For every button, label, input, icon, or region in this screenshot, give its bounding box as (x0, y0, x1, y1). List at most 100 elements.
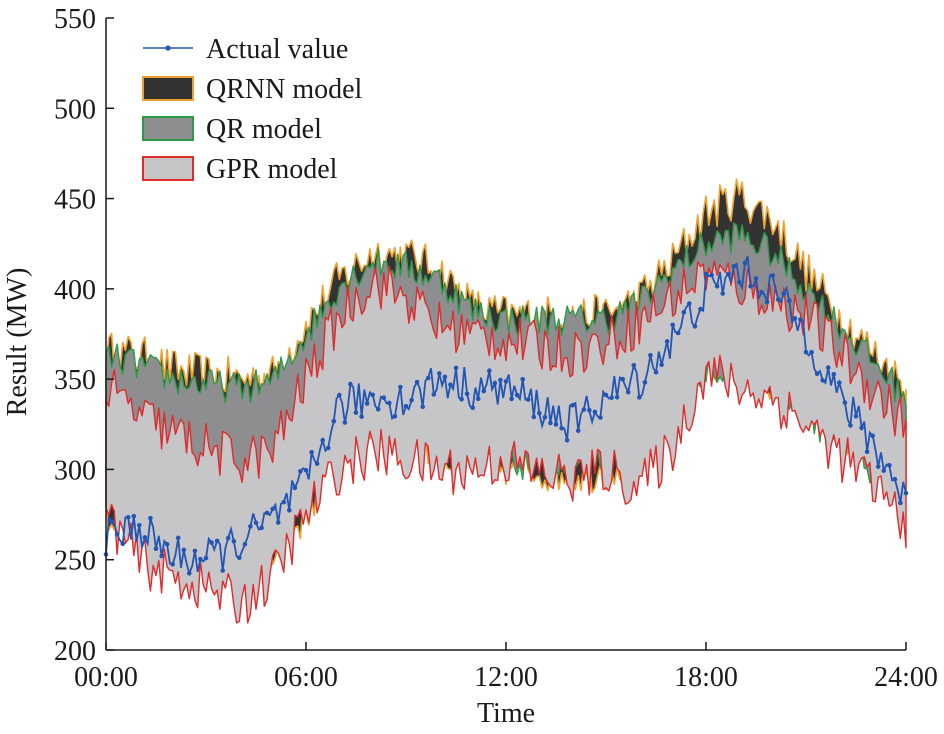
actual-value-point (514, 392, 520, 398)
actual-value-point (542, 414, 548, 420)
actual-value-point (664, 339, 670, 344)
legend-label-qr: QR model (206, 114, 322, 145)
actual-value-point (414, 379, 420, 385)
actual-value-point (559, 425, 564, 431)
actual-value-point (164, 541, 170, 547)
actual-value-point (687, 301, 692, 306)
actual-value-point (159, 553, 164, 559)
actual-value-point (325, 445, 331, 451)
actual-value-point (175, 535, 181, 541)
actual-value-point (570, 402, 575, 408)
legend-label-actual: Actual value (206, 34, 348, 65)
actual-value-point (803, 349, 809, 355)
y-tick-label: 300 (54, 455, 96, 486)
x-tick-label: 00:00 (74, 662, 138, 693)
actual-value-point (792, 316, 798, 321)
legend-item-qrnn: QRNN model (142, 74, 363, 105)
actual-value-point (798, 317, 803, 322)
actual-value-point (142, 535, 148, 540)
actual-value-point (759, 290, 764, 295)
actual-value-point (509, 396, 514, 402)
actual-value-point (720, 291, 725, 296)
actual-value-point (731, 264, 737, 269)
actual-value-point (387, 400, 392, 406)
x-tick-label: 24:00 (874, 662, 938, 693)
actual-value-point (114, 531, 120, 537)
y-tick-label: 450 (54, 185, 96, 216)
actual-value-point (581, 407, 587, 412)
actual-value-point (464, 391, 470, 397)
actual-value-point (820, 378, 825, 383)
actual-value-point (837, 380, 842, 386)
legend-item-actual: Actual value (143, 34, 348, 65)
actual-value-point (764, 299, 770, 305)
actual-value-point (842, 400, 848, 405)
actual-value-point (537, 411, 542, 416)
gpr-band (105, 260, 907, 624)
actual-value-point (420, 404, 426, 410)
actual-value-point (903, 490, 909, 496)
actual-value-point (264, 510, 270, 516)
actual-value-point (564, 438, 570, 443)
actual-value-point (625, 389, 631, 395)
actual-value-point (714, 283, 720, 289)
actual-value-point (548, 420, 553, 426)
y-tick-label: 400 (54, 275, 96, 306)
actual-value-point (592, 409, 598, 415)
actual-value-point (775, 297, 781, 302)
actual-value-point (814, 371, 820, 377)
actual-value-point (198, 556, 203, 562)
actual-value-point (742, 260, 748, 266)
actual-value-point (453, 365, 459, 371)
actual-series (103, 255, 909, 577)
actual-value-point (270, 506, 276, 512)
actual-value-point (398, 384, 403, 390)
actual-value-point (881, 468, 887, 473)
actual-value-point (620, 376, 625, 382)
legend-swatch-gpr (142, 156, 194, 181)
actual-value-point (614, 395, 620, 400)
actual-value-point (181, 547, 187, 553)
legend-label-gpr: GPR model (206, 154, 338, 185)
actual-value-point (392, 414, 398, 419)
actual-value-point (248, 524, 253, 529)
actual-value-point (470, 405, 476, 411)
actual-value-point (381, 395, 387, 401)
actual-value-point (459, 397, 464, 402)
legend-item-gpr: GPR model (142, 154, 338, 185)
actual-value-point (337, 392, 342, 398)
y-tick-label: 250 (54, 546, 96, 577)
actual-value-point (281, 499, 287, 505)
actual-value-point (659, 362, 664, 368)
actual-value-point (425, 375, 431, 381)
actual-value-point (475, 396, 481, 402)
actual-value-point (653, 369, 659, 375)
actual-value-point (303, 468, 309, 473)
actual-value-point (125, 515, 131, 520)
actual-value-point (487, 368, 492, 374)
legend-label-qrnn: QRNN model (206, 74, 363, 105)
actual-value-point (503, 379, 509, 384)
actual-value-point (498, 377, 503, 383)
actual-value-point (898, 500, 903, 506)
actual-value-point (231, 538, 237, 544)
actual-value-point (225, 535, 231, 541)
actual-value-point (692, 324, 698, 329)
actual-value-point (825, 365, 831, 370)
actual-value-point (598, 415, 603, 420)
actual-value-point (292, 485, 298, 491)
actual-value-point (875, 464, 881, 469)
axes: 200 250 300 350 400 450 500 550 00:00 06:00 12:00… (54, 4, 938, 693)
legend-item-qr: QR model (142, 114, 322, 145)
x-ticks: 00:00 06:00 12:00 18:00 24:00 (74, 642, 938, 693)
actual-value-point (259, 525, 264, 531)
actual-value-point (331, 418, 337, 424)
y-tick-label: 350 (54, 365, 96, 396)
actual-value-point (631, 363, 637, 368)
legend-marker-actual (165, 45, 171, 51)
actual-value-point (603, 392, 609, 398)
actual-value-point (770, 273, 775, 278)
actual-value-point (309, 450, 314, 455)
y-axis-label: Result (MW) (2, 268, 33, 417)
actual-value-point (553, 422, 559, 427)
